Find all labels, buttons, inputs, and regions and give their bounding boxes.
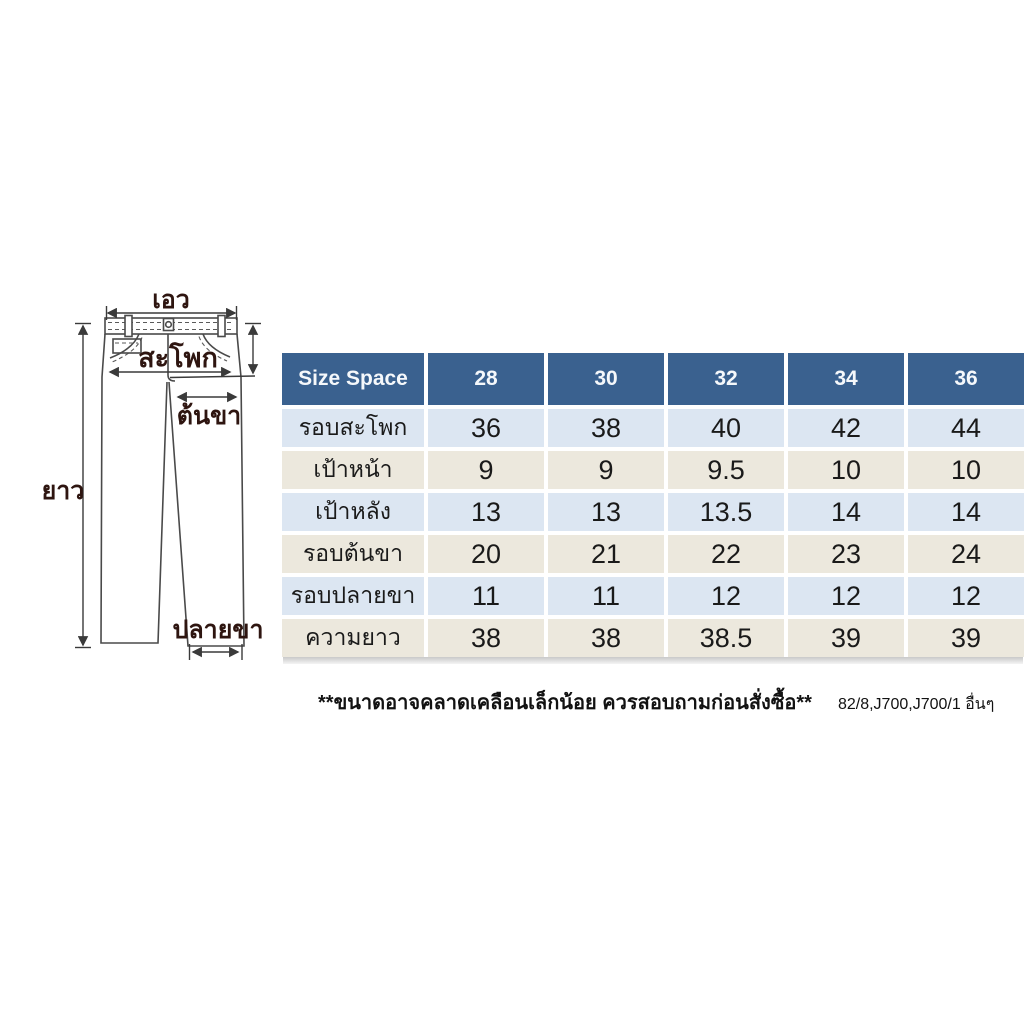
front-pocket-right	[202, 333, 231, 358]
left-leg	[100, 333, 168, 644]
value-cell: 38	[548, 619, 664, 657]
value-cell: 11	[548, 577, 664, 615]
value-cell: 10	[788, 451, 904, 489]
size-column-header-34: 34	[788, 353, 904, 405]
value-cell: 9.5	[668, 451, 784, 489]
value-cell: 40	[668, 409, 784, 447]
value-cell: 38.5	[668, 619, 784, 657]
row-label-cell: เป้าหลัง	[282, 493, 424, 531]
table-row-back-rise: เป้าหลัง 13 13 13.5 14 14	[282, 493, 1024, 531]
size-table: Size Space 28 30 32 34 36 รอบสะโพก 36 38…	[282, 353, 1024, 661]
table-row-leg-opening: รอบปลายขา 11 11 12 12 12	[282, 577, 1024, 615]
belt-loop	[124, 314, 133, 338]
fly-button	[162, 317, 175, 332]
row-label-cell: รอบสะโพก	[282, 409, 424, 447]
hip-level-line	[169, 375, 256, 379]
size-column-header-30: 30	[548, 353, 664, 405]
value-cell: 38	[428, 619, 544, 657]
row-label-cell: รอบปลายขา	[282, 577, 424, 615]
footer: **ขนาดอาจคลาดเคลือนเล็กน้อย ควรสอบถามก่อ…	[318, 686, 1008, 718]
front-pocket-left	[109, 333, 140, 359]
value-cell: 20	[428, 535, 544, 573]
thigh-label: ต้นขา	[177, 402, 241, 430]
size-disclaimer-note: **ขนาดอาจคลาดเคลือนเล็กน้อย ควรสอบถามก่อ…	[318, 692, 812, 714]
product-codes: 82/8,J700,J700/1 อื่นๆ	[837, 696, 995, 713]
size-column-header-28: 28	[428, 353, 544, 405]
value-cell: 24	[908, 535, 1024, 573]
table-row-front-rise: เป้าหน้า 9 9 9.5 10 10	[282, 451, 1024, 489]
belt-loop	[217, 314, 226, 338]
value-cell: 14	[788, 493, 904, 531]
row-label-cell: ความยาว	[282, 619, 424, 657]
size-column-header-32: 32	[668, 353, 784, 405]
fly-button-circle	[164, 320, 173, 329]
pants-measurement-diagram: เอว สะโพก ต้นขา ยาว ปลายขา	[42, 286, 264, 660]
waist-label: เอว	[152, 286, 190, 314]
pants-legs	[100, 333, 245, 647]
value-cell: 10	[908, 451, 1024, 489]
value-cell: 12	[788, 577, 904, 615]
size-column-header-36: 36	[908, 353, 1024, 405]
hip-label: สะโพก	[138, 341, 218, 373]
value-cell: 36	[428, 409, 544, 447]
front-pocket-right-stitch	[198, 336, 228, 362]
value-cell: 13.5	[668, 493, 784, 531]
table-row-length: ความยาว 38 38 38.5 39 39	[282, 619, 1024, 657]
value-cell: 44	[908, 409, 1024, 447]
value-cell: 39	[788, 619, 904, 657]
length-label: ยาว	[42, 477, 85, 505]
value-cell: 9	[428, 451, 544, 489]
value-cell: 13	[548, 493, 664, 531]
value-cell: 38	[548, 409, 664, 447]
size-table-header-row: Size Space 28 30 32 34 36	[282, 353, 1024, 405]
value-cell: 39	[908, 619, 1024, 657]
value-cell: 13	[428, 493, 544, 531]
row-label-cell: รอบต้นขา	[282, 535, 424, 573]
value-cell: 23	[788, 535, 904, 573]
leg-opening-label: ปลายขา	[172, 616, 263, 644]
value-cell: 12	[668, 577, 784, 615]
value-cell: 9	[548, 451, 664, 489]
table-shadow	[283, 657, 1023, 664]
value-cell: 11	[428, 577, 544, 615]
table-row-hip: รอบสะโพก 36 38 40 42 44	[282, 409, 1024, 447]
row-label-cell: เป้าหน้า	[282, 451, 424, 489]
right-leg	[168, 333, 245, 647]
value-cell: 42	[788, 409, 904, 447]
coin-pocket	[112, 338, 142, 354]
value-cell: 12	[908, 577, 1024, 615]
value-cell: 21	[548, 535, 664, 573]
size-space-header: Size Space	[282, 353, 424, 405]
value-cell: 22	[668, 535, 784, 573]
table-row-thigh: รอบต้นขา 20 21 22 23 24	[282, 535, 1024, 573]
value-cell: 14	[908, 493, 1024, 531]
